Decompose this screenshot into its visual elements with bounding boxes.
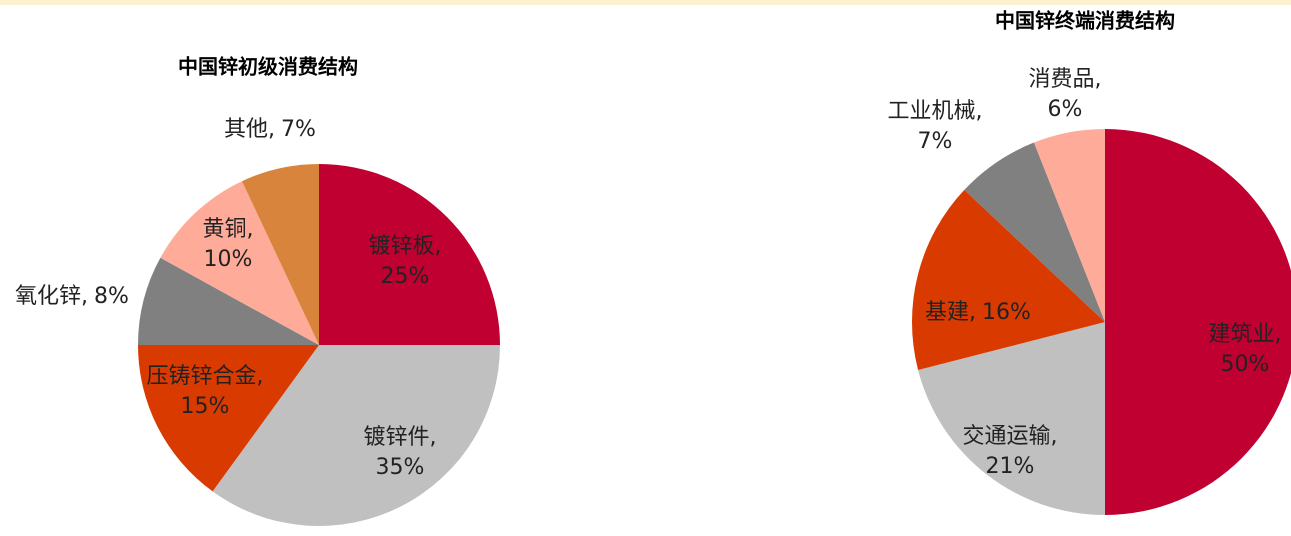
data-label: 建筑业, 50%: [1209, 322, 1282, 377]
label-name: 交通运输,: [963, 424, 1058, 449]
pie-slice: [160, 181, 319, 345]
pie-slice: [212, 345, 500, 527]
label-name: 消费品,: [1029, 67, 1102, 92]
label-name: 镀锌件,: [364, 425, 437, 450]
data-label: 黄铜, 10%: [203, 217, 254, 272]
label-name: 黄铜,: [203, 217, 254, 242]
chart-title: 中国锌初级消费结构: [178, 55, 358, 79]
pie-slice: [138, 345, 319, 492]
label-value: 7%: [918, 129, 953, 154]
label-value: 35%: [376, 455, 425, 480]
top-border: [0, 0, 1291, 5]
label-name: 氧化锌,: [15, 284, 88, 309]
label-value: 16%: [982, 300, 1031, 325]
data-label: 镀锌板, 25%: [369, 234, 442, 289]
label-name: 建筑业,: [1209, 322, 1282, 347]
data-label: 消费品, 6%: [1029, 67, 1102, 122]
label-name: 其他,: [224, 117, 275, 142]
label-value: 25%: [381, 264, 430, 289]
label-value: 15%: [181, 394, 230, 419]
label-value: 6%: [1048, 97, 1083, 122]
pie-slice: [1105, 129, 1291, 515]
pie-slice: [319, 164, 500, 345]
label-name: 基建,: [925, 300, 976, 325]
pie-slice: [912, 189, 1105, 370]
data-label: 基建, 16%: [925, 300, 1031, 325]
label-value: 21%: [986, 454, 1035, 479]
pie-slice: [964, 142, 1105, 322]
pie-slice: [1033, 129, 1105, 322]
label-name: 工业机械,: [888, 99, 983, 124]
pie-slice: [138, 257, 319, 345]
label-value: 50%: [1221, 352, 1270, 377]
data-label: 工业机械, 7%: [888, 99, 983, 154]
label-value: 10%: [204, 247, 253, 272]
label-value: 8%: [94, 284, 129, 309]
label-name: 压铸锌合金,: [147, 364, 264, 389]
data-label: 压铸锌合金, 15%: [147, 364, 264, 419]
data-label: 其他, 7%: [224, 117, 316, 142]
label-value: 7%: [281, 117, 316, 142]
data-label: 交通运输, 21%: [963, 424, 1058, 479]
pie-slice: [918, 322, 1105, 515]
label-name: 镀锌板,: [369, 234, 442, 259]
chart-title: 中国锌终端消费结构: [995, 9, 1175, 33]
data-label: 氧化锌, 8%: [15, 284, 129, 309]
data-label: 镀锌件, 35%: [364, 425, 437, 480]
pie-slice: [241, 164, 319, 345]
